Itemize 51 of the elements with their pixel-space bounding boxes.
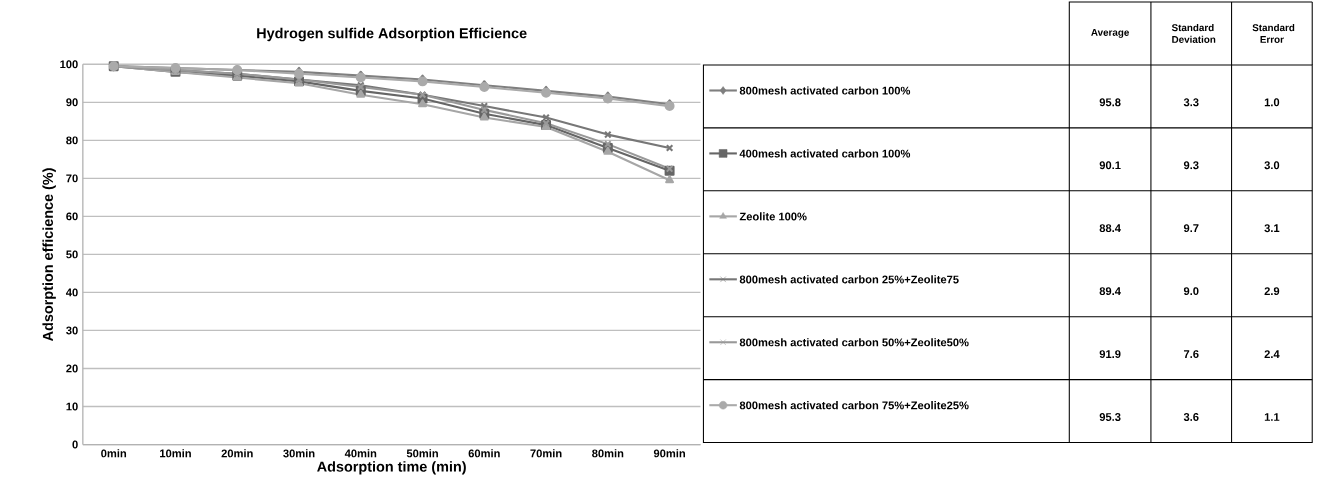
x-tick-label: 50min xyxy=(406,449,438,458)
chart-title: Hydrogen sulfide Adsorption Efficience xyxy=(257,27,527,42)
text: Standard Error xyxy=(1252,24,1295,44)
x-tick-label: 40min xyxy=(344,449,377,458)
text: 3.1 xyxy=(1264,224,1280,233)
text: 9.7 xyxy=(1183,224,1199,233)
text: 1.0 xyxy=(1264,98,1280,107)
text: 9.0 xyxy=(1183,287,1199,296)
x-tick-label: 70min xyxy=(530,449,562,458)
y-tick-label: 40 xyxy=(65,288,78,297)
text: Standard Deviation xyxy=(1171,24,1216,44)
text: 9.3 xyxy=(1183,161,1199,170)
text: 2.9 xyxy=(1264,287,1280,296)
x-tick-label: 20min xyxy=(221,449,253,458)
text: 91.9 xyxy=(1099,350,1121,359)
y-axis-title: Adsorption efficience (%) xyxy=(42,168,56,342)
legend-label: Zeolite 100% xyxy=(739,212,807,221)
x-tick-label: 0min xyxy=(101,449,127,458)
text: 3.3 xyxy=(1183,98,1199,107)
x-tick-label: 10min xyxy=(160,449,191,458)
y-tick-label: 50 xyxy=(66,250,78,259)
text: 7.6 xyxy=(1183,350,1199,359)
y-tick-label: 0 xyxy=(72,440,78,449)
text: 1.1 xyxy=(1264,413,1280,421)
x-tick-label: 80min xyxy=(592,449,624,458)
y-tick-label: 100 xyxy=(60,60,78,69)
text: 95.3 xyxy=(1099,413,1121,422)
legend-label: 800mesh activated carbon 100% xyxy=(739,86,911,95)
x-tick-label: 60min xyxy=(468,449,500,458)
text: 88.4 xyxy=(1099,224,1121,233)
text: 3.0 xyxy=(1264,161,1280,170)
text: 89.4 xyxy=(1099,287,1121,296)
text: 2.4 xyxy=(1264,350,1280,359)
y-tick-label: 60 xyxy=(66,212,78,221)
legend-label: 400mesh activated carbon 100% xyxy=(739,149,911,158)
y-tick-label: 10 xyxy=(66,402,78,411)
legend-label: 800mesh activated carbon 50%+Zeolite50% xyxy=(739,338,969,347)
text: 3.6 xyxy=(1183,413,1199,422)
x-axis-title: Adsorption time (min) xyxy=(317,461,466,475)
text: 90.1 xyxy=(1099,161,1121,170)
text: Average xyxy=(1091,29,1129,38)
y-tick-label: 30 xyxy=(66,326,78,335)
x-tick-label: 30min xyxy=(283,449,315,458)
legend-label: 800mesh activated carbon 25%+Zeolite75 xyxy=(739,275,959,284)
text: 95.8 xyxy=(1099,98,1121,107)
y-tick-label: 70 xyxy=(66,174,78,183)
y-tick-label: 80 xyxy=(66,136,78,145)
y-tick-label: 20 xyxy=(66,364,78,373)
legend-label: 800mesh activated carbon 75%+Zeolite25% xyxy=(739,401,969,410)
y-tick-label: 90 xyxy=(66,98,78,107)
x-tick-label: 90min xyxy=(653,449,685,458)
